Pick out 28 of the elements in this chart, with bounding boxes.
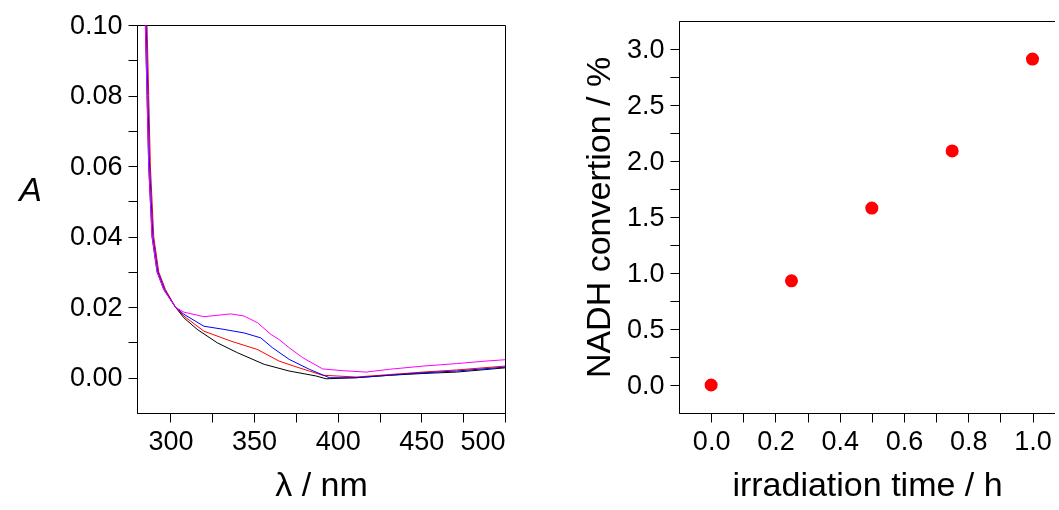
x-tick-label: 0.0 bbox=[692, 425, 731, 456]
x-tick-label: 300 bbox=[148, 425, 194, 456]
y-tick-label: 2.0 bbox=[626, 145, 665, 176]
y-tick-label: 0.0 bbox=[626, 369, 665, 400]
x-tick-label: 1.0 bbox=[1014, 425, 1052, 456]
y-tick-label: 0.10 bbox=[69, 9, 123, 40]
y-tick-label: 1.0 bbox=[626, 257, 665, 288]
x-axis-title: λ / nm bbox=[275, 464, 368, 503]
x-tick-label: 0.6 bbox=[885, 425, 924, 456]
y-tick-label: 3.0 bbox=[626, 33, 665, 64]
y-tick-label: 0.06 bbox=[69, 150, 123, 181]
x-tick-label: 450 bbox=[399, 425, 445, 456]
x-tick-label: 350 bbox=[232, 425, 278, 456]
x-tick-label: 0.4 bbox=[821, 425, 859, 456]
y-tick-label: 0.08 bbox=[69, 80, 123, 111]
y-tick-label: 0.04 bbox=[69, 221, 123, 252]
x-axis-title: irradiation time / h bbox=[732, 464, 1003, 503]
y-tick-label: 2.5 bbox=[626, 89, 665, 120]
y-tick-label: 1.5 bbox=[626, 201, 665, 232]
y-tick-label: 0.00 bbox=[69, 362, 123, 393]
x-tick-label: 500 bbox=[460, 425, 506, 456]
x-tick-label: 0.8 bbox=[949, 425, 988, 456]
x-tick-label: 400 bbox=[315, 425, 361, 456]
y-tick-label: 0.5 bbox=[626, 313, 665, 344]
x-tick-label: 0.2 bbox=[757, 425, 795, 456]
y-tick-label: 0.02 bbox=[69, 291, 123, 322]
y-axis-title: NADH convertion / % bbox=[578, 56, 617, 379]
y-axis-title: A bbox=[17, 169, 42, 208]
